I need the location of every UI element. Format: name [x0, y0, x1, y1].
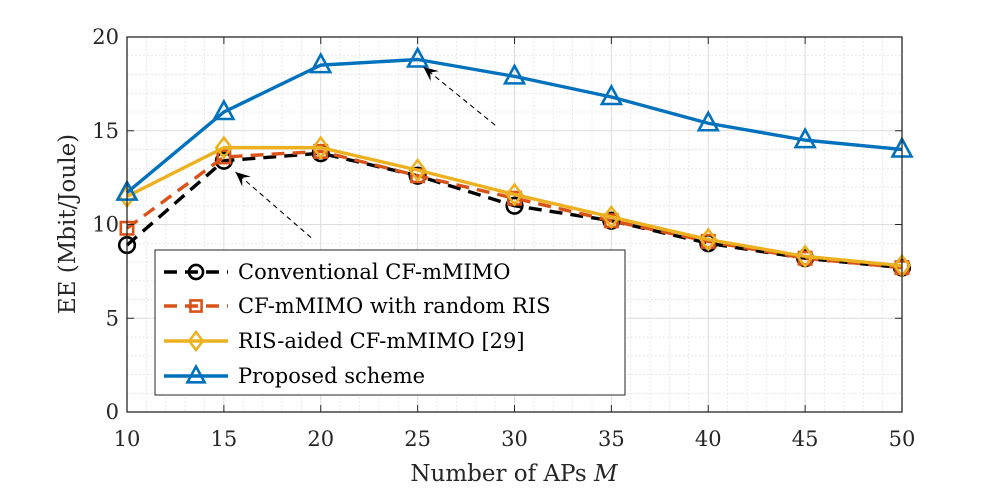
x-tick-label: 50 — [889, 427, 916, 451]
tick-labels: 10 15 20 25 30 35 40 45 50 0 5 10 15 20 — [92, 25, 915, 451]
x-axis-title: Number of APs M — [410, 461, 619, 487]
legend-label: CF-mMIMO with random RIS — [238, 294, 550, 318]
series-marker-triangle — [696, 110, 720, 132]
arrow-head — [235, 172, 251, 187]
series-marker-diamond — [699, 227, 718, 252]
legend-box — [154, 249, 626, 396]
legend-item-4: Proposed scheme — [164, 363, 425, 388]
series-marker-diamond — [505, 182, 524, 207]
x-tick-label: 30 — [501, 427, 528, 451]
series-marker-diamond — [796, 244, 815, 269]
series-3 — [117, 135, 912, 278]
y-tick-label: 15 — [92, 119, 119, 143]
series-marker-square — [189, 299, 203, 313]
series-marker-circle — [187, 263, 205, 281]
arrow-head — [423, 67, 439, 82]
axis-ticks — [126, 36, 903, 413]
series-marker-triangle — [502, 63, 527, 85]
legend-item-3: RIS-aided CF-mMIMO [29] — [164, 329, 525, 353]
series-marker-diamond — [214, 135, 233, 160]
y-tick-label: 10 — [92, 213, 119, 237]
y-axis-title: EE (Mbit/Joule) — [55, 134, 81, 314]
series-marker-circle — [505, 196, 524, 215]
arrow-annotation — [235, 171, 312, 239]
series-marker-diamond — [602, 204, 621, 230]
x-tick-label: 40 — [695, 427, 722, 451]
series-marker-triangle — [212, 98, 236, 121]
x-tick-label: 20 — [307, 427, 334, 451]
legend-item-2: CF-mMIMO with random RIS — [164, 294, 550, 318]
series-marker-diamond — [311, 135, 330, 160]
series-layer — [115, 46, 914, 278]
annotation-layer — [235, 66, 496, 239]
x-tick-label: 35 — [598, 427, 625, 451]
legend-item-1: Conventional CF-mMIMO — [164, 260, 511, 284]
x-tick-label: 10 — [114, 427, 141, 451]
series-marker-triangle — [405, 46, 430, 68]
series-marker-triangle — [599, 83, 624, 106]
y-tick-label: 0 — [106, 400, 119, 424]
series-marker-square — [216, 149, 232, 165]
y-tick-label: 5 — [106, 306, 119, 330]
x-tick-label: 25 — [404, 427, 431, 451]
series-line — [125, 57, 903, 194]
series-marker-diamond — [408, 157, 427, 183]
arrow-shaft — [423, 66, 496, 126]
legend-label: RIS-aided CF-mMIMO [29] — [238, 329, 525, 353]
series-marker-circle — [408, 166, 427, 185]
series-marker-triangle — [793, 126, 817, 149]
legend-label: Proposed scheme — [238, 364, 425, 388]
series-marker-triangle — [185, 363, 207, 384]
x-tick-label: 45 — [792, 427, 819, 451]
series-line — [125, 149, 903, 270]
legend-label: Conventional CF-mMIMO — [238, 260, 511, 284]
arrow-annotation — [423, 66, 496, 126]
series-marker-diamond — [187, 329, 205, 353]
x-tick-label: 15 — [211, 427, 238, 451]
series-marker-triangle — [309, 51, 333, 74]
y-tick-label: 20 — [92, 25, 119, 49]
arrow-shaft — [235, 171, 312, 239]
series-line — [126, 145, 903, 268]
legend: Conventional CF-mMIMO CF-mMIMO with rando… — [154, 249, 626, 396]
